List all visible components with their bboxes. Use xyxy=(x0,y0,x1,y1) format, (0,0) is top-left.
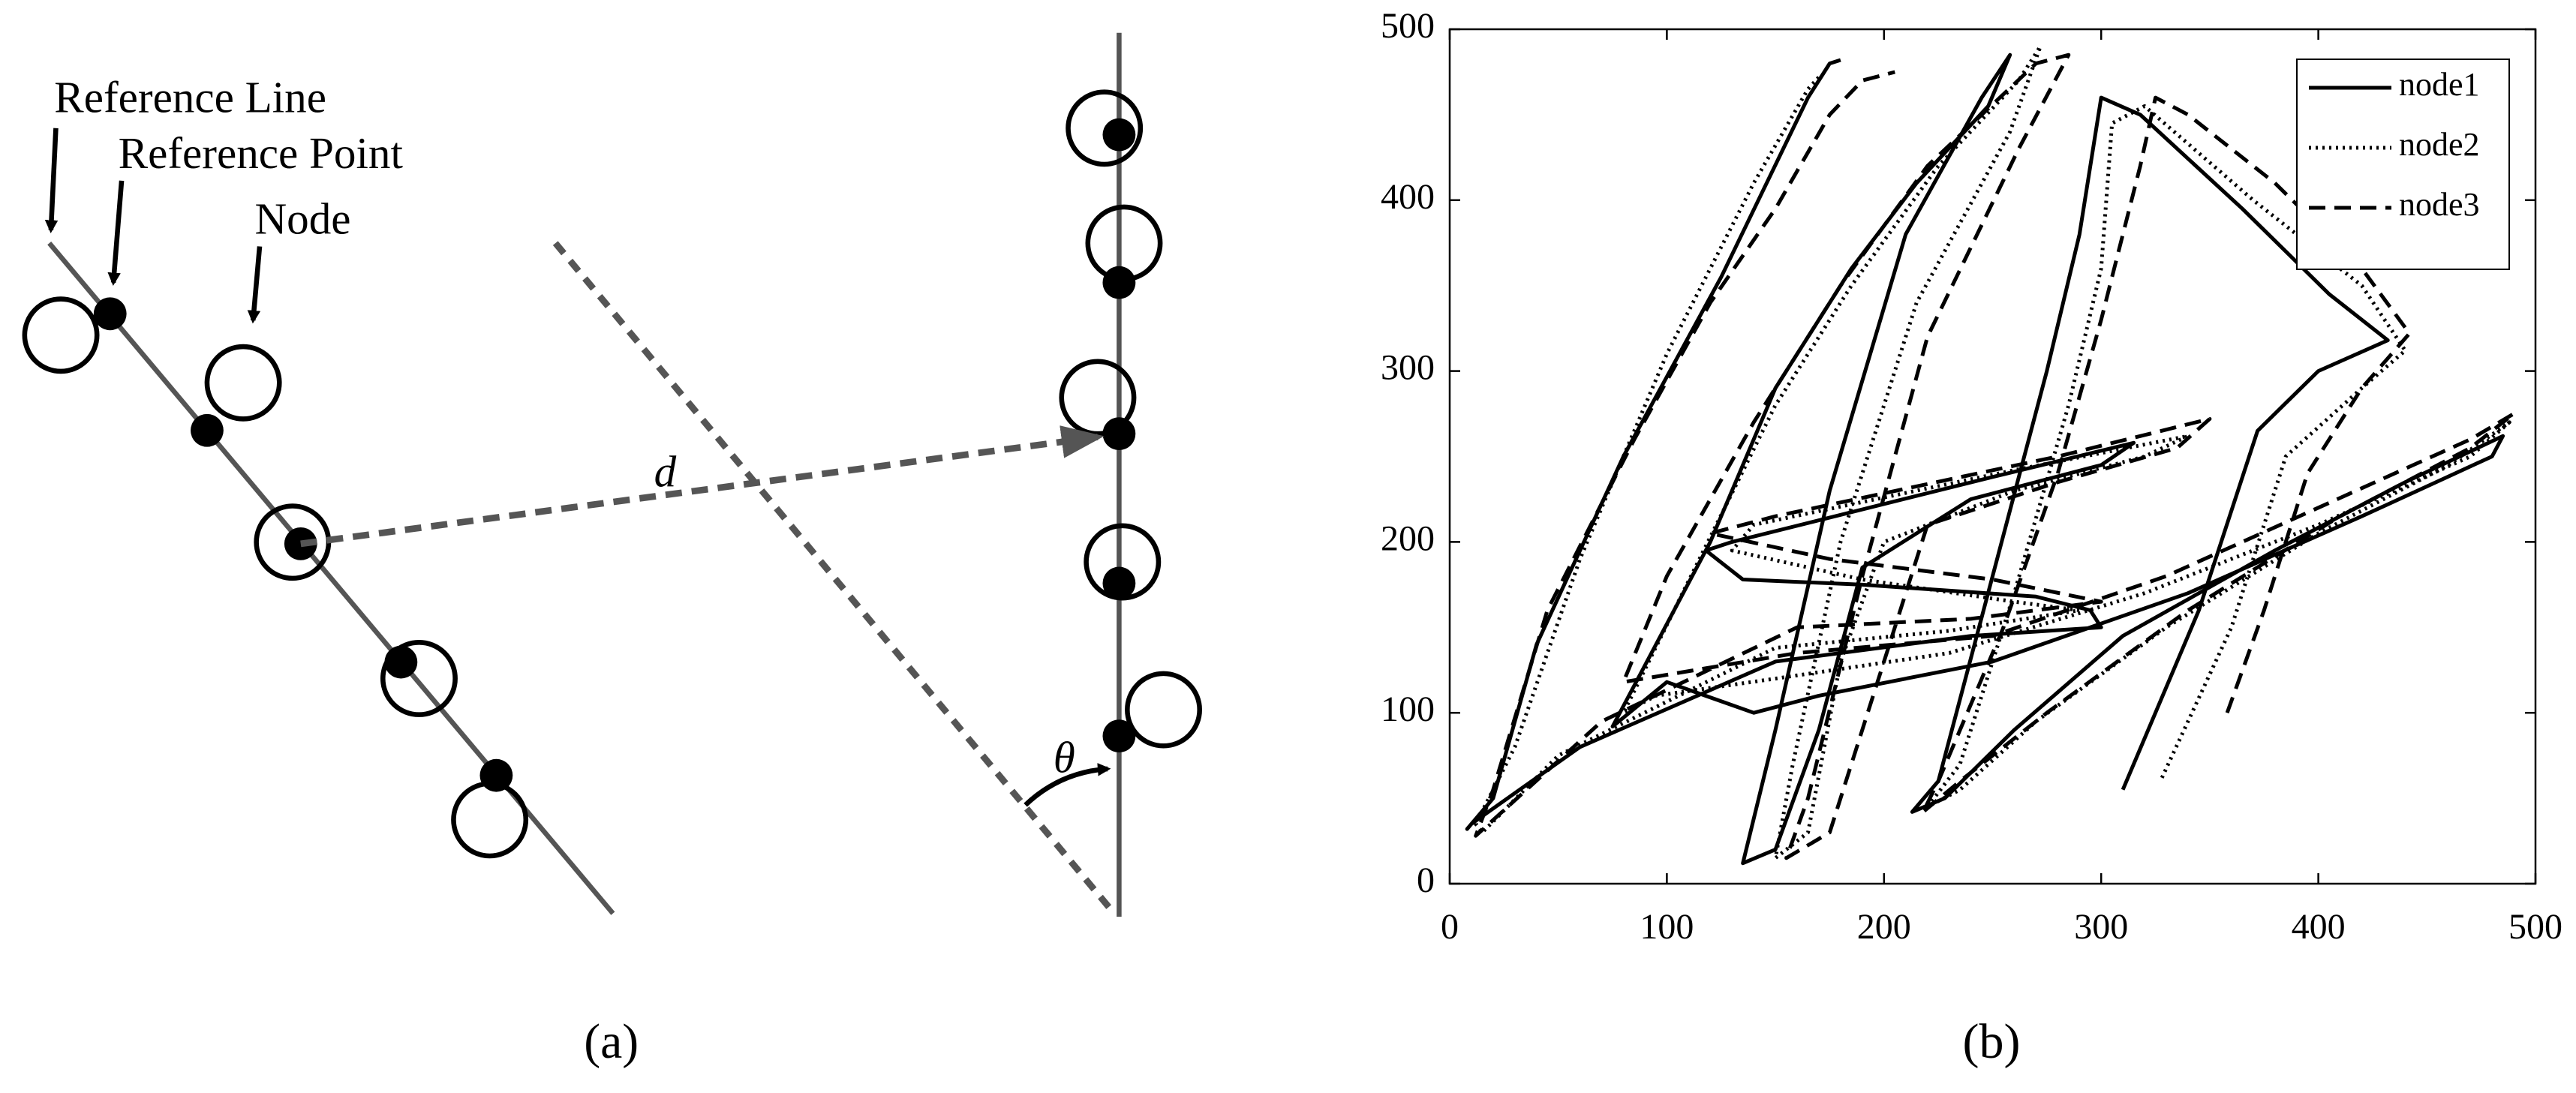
diagram: Reference Line Reference Point Node d θ … xyxy=(22,32,1202,1069)
node xyxy=(380,640,458,717)
x-tick-label: 500 xyxy=(2508,907,2562,947)
nodes xyxy=(22,296,529,859)
reference-point xyxy=(191,413,224,447)
y-tick-label: 400 xyxy=(1381,177,1435,217)
reference-line xyxy=(47,242,615,915)
plot-frame xyxy=(1448,28,2537,885)
caption: (b) xyxy=(1963,1014,2021,1069)
label: Reference Point xyxy=(119,128,404,178)
reference-point xyxy=(1102,266,1136,299)
reference-point xyxy=(384,645,418,679)
x-tick-label: 400 xyxy=(2292,907,2346,947)
reference-point xyxy=(1102,417,1136,451)
reference-points xyxy=(1102,118,1136,753)
x-tick-label: 200 xyxy=(1857,907,1911,947)
y-tick-label: 0 xyxy=(1417,860,1435,900)
reference-point xyxy=(1102,719,1136,753)
label: Node xyxy=(254,194,350,243)
node xyxy=(451,781,529,859)
y-tick-label: 100 xyxy=(1381,689,1435,729)
arrow xyxy=(44,128,59,233)
legend-label: node3 xyxy=(2399,186,2480,223)
legend-label: node1 xyxy=(2399,66,2480,103)
legend-label: node2 xyxy=(2399,126,2480,163)
x-tick-label: 300 xyxy=(2074,907,2128,947)
distance-arrow xyxy=(300,425,1105,548)
series-line xyxy=(1474,44,2511,860)
arrow xyxy=(247,246,263,324)
y-tick-label: 500 xyxy=(1381,6,1435,46)
label: Reference Line xyxy=(54,72,326,122)
distance-label: d xyxy=(654,447,677,497)
chart: 0 100 200 300 400 5000100200300400500node1nod… xyxy=(1381,6,2562,1069)
node xyxy=(22,296,100,374)
node xyxy=(1125,671,1202,749)
arrow xyxy=(107,180,125,287)
legend: node1 node2 node3 xyxy=(2296,59,2510,270)
node xyxy=(1066,89,1144,167)
reference-point xyxy=(1102,118,1136,152)
x-tick-label: 0 xyxy=(1441,907,1459,947)
x-tick-label: 100 xyxy=(1640,907,1694,947)
angle-label: θ xyxy=(1054,733,1075,782)
nodes xyxy=(1059,89,1202,749)
node xyxy=(204,344,282,422)
reference-point xyxy=(479,758,513,792)
reference-point xyxy=(93,297,127,331)
dashed-line xyxy=(552,241,1117,916)
angle-arrow xyxy=(1023,763,1111,807)
y-tick-label: 200 xyxy=(1381,518,1435,558)
pointer-arrows xyxy=(44,128,263,324)
series-line xyxy=(1474,53,2516,860)
legend-box xyxy=(2296,59,2510,270)
y-tick-label: 300 xyxy=(1381,348,1435,388)
reference-point xyxy=(1102,566,1136,600)
caption: (a) xyxy=(584,1014,639,1069)
